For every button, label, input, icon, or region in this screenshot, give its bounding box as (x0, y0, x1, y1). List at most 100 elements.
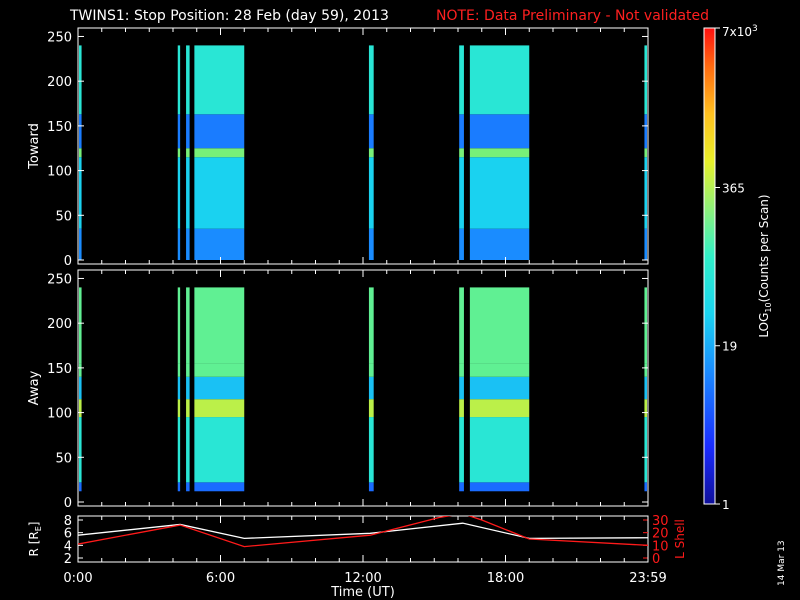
away-stripe-4-band-1 (368, 417, 374, 483)
time-tick-label-0: 0:00 (63, 571, 92, 586)
away-panel-background (78, 270, 648, 506)
toward-ytick-label-50: 50 (55, 209, 72, 224)
away-stripe-5-band-5 (459, 287, 464, 364)
away-stripe-1-band-4 (177, 363, 181, 377)
toward-stripe-6-band-1 (469, 157, 530, 229)
away-stripe-4-band-5 (368, 287, 374, 364)
toward-ytick-label-0: 0 (64, 254, 72, 269)
toward-stripe-5-band-1 (459, 157, 464, 229)
toward-stripe-0-band-1 (79, 157, 82, 229)
away-stripe-0-band-4 (79, 363, 82, 377)
toward-ytick-label-100: 100 (47, 165, 72, 180)
toward-stripe-6-band-0 (469, 228, 530, 260)
toward-stripe-1-band-0 (177, 228, 181, 260)
toward-stripe-1-band-1 (177, 157, 181, 229)
lshell-axis-label: L Shell (673, 519, 687, 559)
toward-stripe-0-band-2 (79, 148, 82, 158)
away-stripe-3-band-5 (194, 287, 245, 364)
time-tick-label-1: 6:00 (206, 571, 235, 586)
away-stripe-2-band-4 (186, 363, 190, 377)
toward-stripe-0-band-3 (79, 114, 82, 149)
away-stripe-6-band-4 (469, 363, 530, 377)
toward-stripe-3-band-3 (194, 114, 245, 149)
away-ytick-label-0: 0 (64, 496, 72, 511)
toward-stripe-7-band-0 (644, 228, 647, 260)
away-stripe-3-band-1 (194, 417, 245, 483)
away-ytick-label-250: 250 (47, 272, 72, 287)
away-stripe-7-band-3 (644, 376, 647, 400)
away-stripe-7-band-2 (644, 399, 647, 418)
toward-stripe-2-band-2 (186, 148, 190, 158)
radius-ytick-label-8: 8 (64, 514, 72, 529)
toward-stripe-3-band-2 (194, 148, 245, 158)
colorbar-tick-label-0: 1 (722, 498, 730, 512)
toward-spectrogram-stripes (79, 45, 647, 260)
time-tick-label-4: 23:59 (629, 571, 666, 586)
away-spectrogram-stripes (79, 287, 647, 492)
away-stripe-5-band-4 (459, 363, 464, 377)
toward-ytick-label-150: 150 (47, 120, 72, 135)
toward-stripe-7-band-4 (644, 45, 647, 115)
away-stripe-0-band-1 (79, 417, 82, 483)
colorbar-tick-label-2: 365 (722, 181, 745, 195)
away-stripe-6-band-2 (469, 399, 530, 418)
away-stripe-6-band-3 (469, 376, 530, 400)
colorbar-label: LOG10(Counts per Scan) (757, 194, 773, 337)
toward-stripe-6-band-3 (469, 114, 530, 149)
radius-axis-label: R [RE] (27, 522, 43, 557)
toward-stripe-0-band-4 (79, 45, 82, 115)
away-stripe-0-band-5 (79, 287, 82, 364)
time-axis-label: Time (UT) (330, 585, 395, 600)
lshell-ytick-label-10: 10 (652, 539, 669, 554)
away-stripe-1-band-5 (177, 287, 181, 364)
toward-panel-background (78, 28, 648, 264)
away-stripe-3-band-0 (194, 482, 245, 492)
toward-stripe-2-band-0 (186, 228, 190, 260)
date-stamp: 14 Mar 13 (777, 540, 787, 586)
away-axis-ticks: 0 50 100 150 200 250 (47, 270, 649, 511)
toward-stripe-2-band-1 (186, 157, 190, 229)
toward-ytick-label-250: 250 (47, 30, 72, 45)
away-stripe-5-band-1 (459, 417, 464, 483)
chart-title: TWINS1: Stop Position: 28 Feb (day 59), … (69, 8, 389, 24)
away-stripe-2-band-0 (186, 482, 190, 492)
away-stripe-7-band-4 (644, 363, 647, 377)
away-axis-label: Away (27, 370, 42, 405)
away-stripe-1-band-0 (177, 482, 181, 492)
away-stripe-4-band-2 (368, 399, 374, 418)
away-stripe-1-band-1 (177, 417, 181, 483)
colorbar-tick-label-1: 19 (722, 340, 737, 354)
toward-stripe-2-band-4 (186, 45, 190, 115)
toward-stripe-7-band-3 (644, 114, 647, 149)
away-ytick-label-100: 100 (47, 407, 72, 422)
away-stripe-6-band-0 (469, 482, 530, 492)
away-stripe-4-band-3 (368, 376, 374, 400)
toward-axis-label: Toward (27, 123, 42, 170)
away-panel: 0 50 100 150 200 250 Away (27, 269, 649, 511)
toward-stripe-5-band-2 (459, 148, 464, 158)
toward-stripe-5-band-4 (459, 45, 464, 115)
radius-ytick-label-2: 2 (64, 552, 72, 567)
away-stripe-5-band-0 (459, 482, 464, 492)
toward-stripe-4-band-3 (368, 114, 374, 149)
away-stripe-7-band-1 (644, 417, 647, 483)
lshell-line (78, 516, 648, 548)
toward-stripe-4-band-2 (368, 148, 374, 158)
toward-ytick-label-200: 200 (47, 75, 72, 90)
colorbar-gradient (703, 27, 716, 505)
toward-stripe-3-band-4 (194, 45, 245, 115)
away-stripe-2-band-3 (186, 376, 190, 400)
toward-stripe-4-band-1 (368, 157, 374, 229)
away-stripe-2-band-1 (186, 417, 190, 483)
radius-ytick-label-6: 6 (64, 527, 72, 542)
away-stripe-1-band-2 (177, 399, 181, 418)
away-ytick-label-200: 200 (47, 317, 72, 332)
lshell-ytick-label-20: 20 (652, 527, 669, 542)
toward-stripe-7-band-1 (644, 157, 647, 229)
toward-stripe-2-band-3 (186, 114, 190, 149)
toward-stripe-5-band-0 (459, 228, 464, 260)
toward-stripe-3-band-1 (194, 157, 245, 229)
away-stripe-5-band-3 (459, 376, 464, 400)
toward-panel: 0 50 100 150 200 250 Toward (27, 27, 649, 269)
